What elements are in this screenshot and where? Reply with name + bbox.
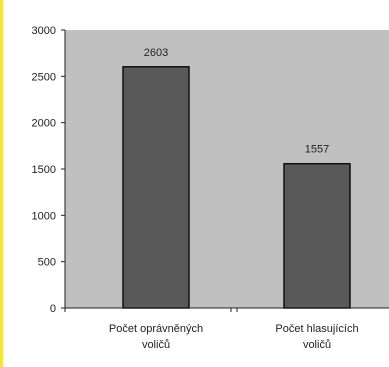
y-tick-label: 1500 xyxy=(32,164,56,176)
y-tick-label: 0 xyxy=(50,303,56,315)
y-axis: 0 500 1000 1500 2000 2500 3000 xyxy=(32,25,66,315)
y-tick-label: 2500 xyxy=(32,71,56,83)
data-labels-group: 2603 1557 xyxy=(144,47,329,156)
y-tick-label: 500 xyxy=(38,257,56,269)
data-label: 1557 xyxy=(305,144,329,156)
y-tick-label: 2000 xyxy=(32,118,56,130)
left-edge-strip xyxy=(0,0,3,367)
data-label: 2603 xyxy=(144,47,168,59)
x-category-label: voličů xyxy=(303,339,331,351)
x-axis: Počet oprávněných voličů Počet hlasujících… xyxy=(64,307,389,351)
x-category-label: voličů xyxy=(142,339,170,351)
x-category-label: Počet hlasujících xyxy=(275,323,358,335)
bars-group xyxy=(122,66,351,309)
x-category-label: Počet oprávněných xyxy=(109,323,203,335)
y-tick-label: 3000 xyxy=(32,25,56,37)
y-tick-label: 1000 xyxy=(32,210,56,222)
bar xyxy=(122,66,190,309)
bar xyxy=(283,162,351,309)
